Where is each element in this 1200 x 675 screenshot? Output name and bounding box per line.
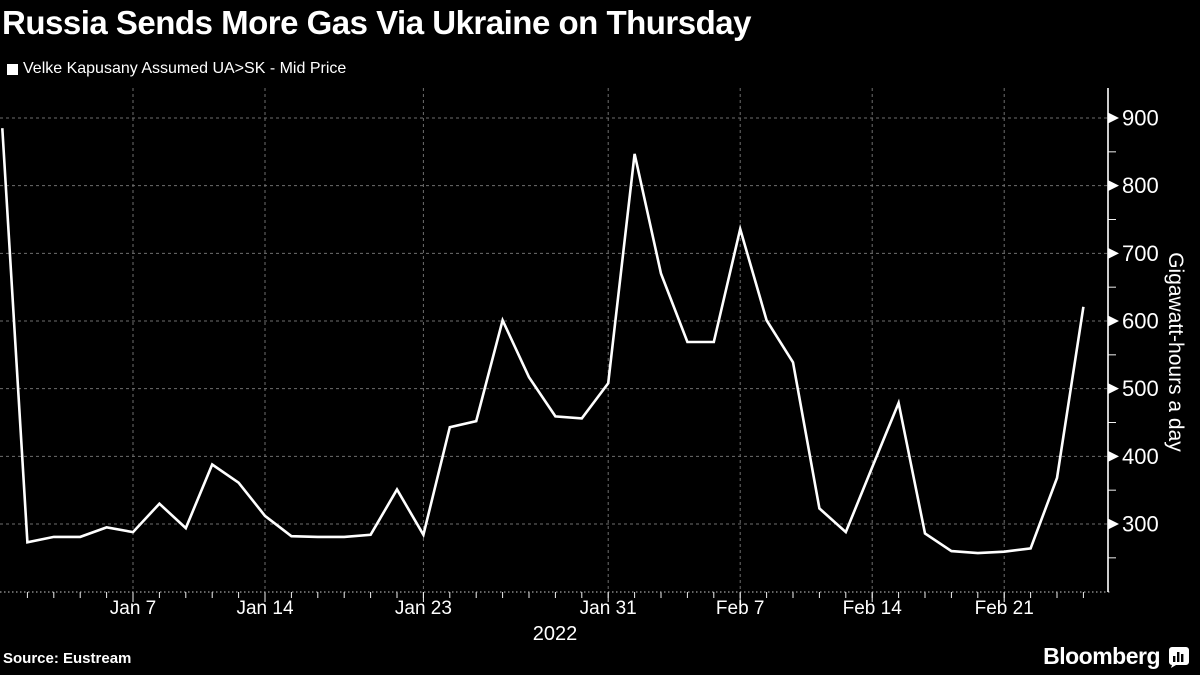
chart-title: Russia Sends More Gas Via Ukraine on Thu… <box>2 4 752 41</box>
y-tick-label: 300 <box>1122 512 1159 537</box>
bloomberg-wordmark: Bloomberg <box>1043 643 1160 669</box>
legend-label: Velke Kapusany Assumed UA>SK - Mid Price <box>23 60 347 77</box>
x-tick-label: Jan 14 <box>236 598 293 619</box>
y-tick-arrow-icon <box>1108 180 1119 192</box>
y-tick-label: 900 <box>1122 106 1159 131</box>
bloomberg-logo: Bloomberg <box>1043 643 1190 670</box>
y-tick-arrow-icon <box>1108 518 1119 530</box>
legend-swatch-icon <box>7 63 18 75</box>
y-tick-label: 500 <box>1122 376 1159 401</box>
bloomberg-terminal-icon <box>1169 646 1189 668</box>
x-tick-label: Jan 23 <box>395 598 452 619</box>
x-tick-label: Feb 21 <box>975 598 1034 619</box>
x-axis-year: 2022 <box>532 623 578 645</box>
source-note: Source: Eustream <box>3 650 132 667</box>
x-tick-label: Feb 14 <box>843 598 903 619</box>
x-tick-label: Jan 31 <box>580 598 637 619</box>
y-tick-arrow-icon <box>1108 383 1119 395</box>
y-tick-label: 800 <box>1122 173 1159 198</box>
y-tick-label: 400 <box>1122 444 1159 469</box>
y-tick-arrow-icon <box>1108 315 1119 327</box>
y-tick-arrow-icon <box>1108 247 1119 259</box>
y-tick-arrow-icon <box>1108 112 1119 124</box>
x-tick-label: Feb 7 <box>716 598 765 619</box>
legend: Velke Kapusany Assumed UA>SK - Mid Price <box>7 60 346 78</box>
x-tick-label: Jan 7 <box>110 598 156 619</box>
y-tick-label: 600 <box>1122 309 1159 334</box>
y-tick-label: 700 <box>1122 241 1159 266</box>
y-axis-title: Gigawatt-hours a day <box>1164 252 1187 452</box>
price-line <box>1 128 1085 555</box>
y-tick-arrow-icon <box>1108 450 1119 462</box>
